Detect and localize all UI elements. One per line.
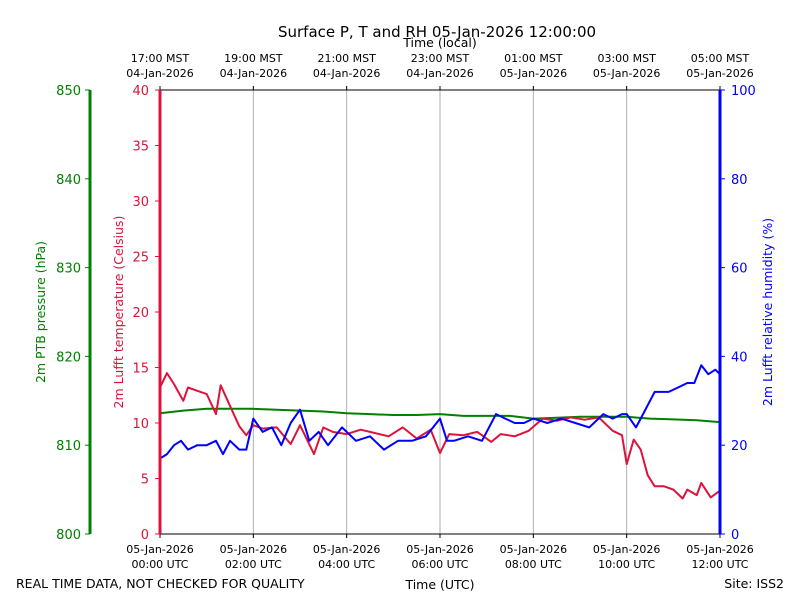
top-tick-date: 04-Jan-2026 — [406, 67, 474, 80]
top-tick-time: 17:00 MST — [131, 52, 190, 65]
site-label: Site: ISS2 — [724, 576, 784, 591]
pressure-tick-label: 850 — [56, 84, 81, 99]
top-tick-time: 05:00 MST — [691, 52, 750, 65]
top-tick-date: 05-Jan-2026 — [500, 67, 568, 80]
top-tick-date: 04-Jan-2026 — [313, 67, 381, 80]
top-tick-time: 19:00 MST — [224, 52, 283, 65]
gridlines — [252, 90, 628, 534]
bottom-tick-time: 00:00 UTC — [131, 558, 188, 571]
top-tick-date: 05-Jan-2026 — [593, 67, 661, 80]
top-tick-date: 04-Jan-2026 — [220, 67, 288, 80]
humidity-tick-label: 0 — [731, 528, 739, 543]
bottom-tick-date: 05-Jan-2026 — [593, 543, 661, 556]
bottom-tick-time: 08:00 UTC — [505, 558, 562, 571]
bottom-tick-date: 05-Jan-2026 — [686, 543, 754, 556]
bottom-tick-time: 12:00 UTC — [691, 558, 748, 571]
top-tick-time: 21:00 MST — [317, 52, 376, 65]
top-tick-time: 03:00 MST — [597, 52, 656, 65]
bottom-tick-date: 05-Jan-2026 — [126, 543, 194, 556]
temperature-tick-label: 15 — [132, 362, 149, 377]
humidity-tick-label: 60 — [731, 262, 748, 277]
temperature-tick-label: 10 — [132, 417, 149, 432]
pressure-axis-label: 2m PTB pressure (hPa) — [33, 241, 48, 383]
bottom-axis-label: Time (UTC) — [404, 577, 474, 592]
bottom-tick-time: 10:00 UTC — [598, 558, 655, 571]
top-tick-time: 01:00 MST — [504, 52, 563, 65]
temperature-tick-label: 20 — [132, 306, 149, 321]
temperature-tick-label: 5 — [141, 473, 149, 488]
temperature-tick-label: 0 — [141, 528, 149, 543]
pressure-series-line — [159, 407, 721, 424]
temperature-tick-label: 25 — [132, 251, 149, 266]
quality-disclaimer: REAL TIME DATA, NOT CHECKED FOR QUALITY — [16, 576, 305, 591]
top-axis-label: Time (local) — [402, 35, 476, 50]
temperature-tick-label: 35 — [132, 140, 149, 155]
humidity-tick-label: 100 — [731, 84, 756, 99]
chart-title: Surface P, T and RH 05-Jan-2026 12:00:00 — [278, 23, 596, 41]
top-tick-time: 23:00 MST — [411, 52, 470, 65]
bottom-tick-time: 04:00 UTC — [318, 558, 375, 571]
temperature-axis-label: 2m Lufft temperature (Celsius) — [111, 216, 126, 409]
pressure-tick-label: 820 — [56, 350, 81, 365]
pressure-tick-label: 830 — [56, 262, 81, 277]
bottom-tick-time: 06:00 UTC — [411, 558, 468, 571]
humidity-tick-label: 40 — [731, 350, 748, 365]
humidity-series-line — [159, 364, 721, 460]
bottom-tick-date: 05-Jan-2026 — [406, 543, 474, 556]
temperature-tick-label: 30 — [132, 195, 149, 210]
top-tick-date: 05-Jan-2026 — [686, 67, 754, 80]
pressure-tick-label: 800 — [56, 528, 81, 543]
axes: 05-Jan-2026 00:00 UTC 05-Jan-2026 02:00 UTC… — [56, 52, 756, 571]
temperature-tick-label: 40 — [132, 84, 149, 99]
pressure-tick-label: 810 — [56, 439, 81, 454]
humidity-tick-label: 20 — [731, 439, 748, 454]
pressure-tick-label: 840 — [56, 173, 81, 188]
humidity-axis-label: 2m Lufft relative humidity (%) — [760, 218, 775, 406]
bottom-tick-date: 05-Jan-2026 — [313, 543, 381, 556]
temperature-series-line — [159, 372, 721, 500]
bottom-tick-date: 05-Jan-2026 — [500, 543, 568, 556]
series-lines — [159, 364, 721, 500]
humidity-tick-label: 80 — [731, 173, 748, 188]
bottom-tick-time: 02:00 UTC — [225, 558, 282, 571]
top-tick-date: 04-Jan-2026 — [126, 67, 194, 80]
bottom-tick-date: 05-Jan-2026 — [220, 543, 288, 556]
